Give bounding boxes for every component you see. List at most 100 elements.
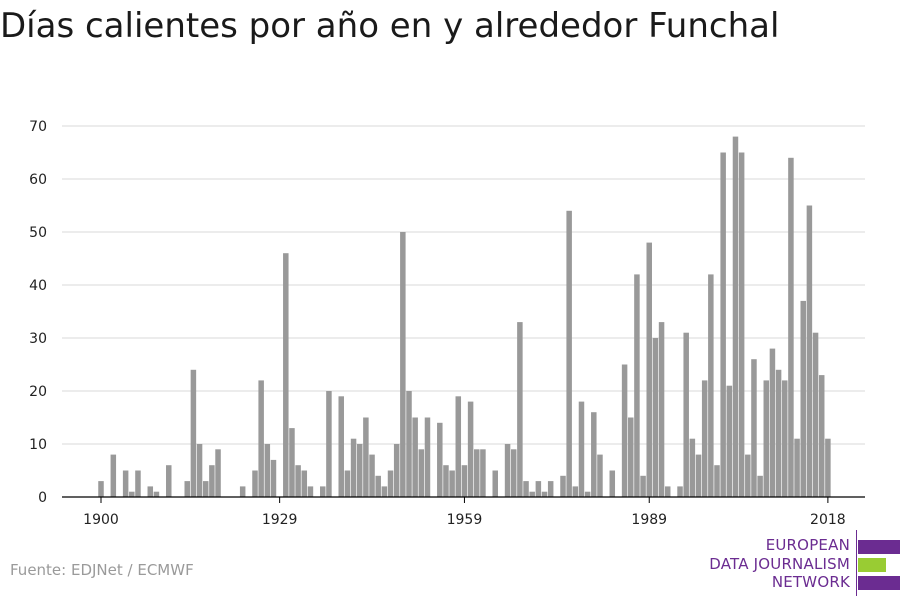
- bar: [523, 481, 529, 497]
- bar: [252, 470, 258, 497]
- x-tick-label: 2018: [810, 512, 846, 528]
- bar: [689, 438, 696, 497]
- bar: [98, 481, 104, 497]
- bar: [732, 136, 739, 497]
- bar: [560, 475, 566, 497]
- bar: [701, 380, 708, 497]
- logo-bar-bottom: [858, 576, 900, 590]
- bar: [166, 465, 172, 497]
- y-axis-ticks: 0 10 20 30 40 50 60 70: [29, 119, 47, 506]
- bar: [400, 232, 406, 497]
- bar: [258, 380, 264, 497]
- bar: [202, 481, 209, 497]
- bar: [110, 454, 117, 497]
- bar-chart: 0 10 20 30 40 50 60 70 1900 1929 1959 1989 2018: [29, 119, 865, 528]
- y-tick-label: 10: [29, 437, 47, 453]
- bar: [757, 475, 763, 497]
- y-tick-label: 50: [29, 225, 47, 241]
- bar: [474, 449, 480, 497]
- bar: [264, 444, 271, 497]
- bar: [375, 475, 381, 497]
- x-tick-label: 1929: [262, 512, 298, 528]
- bar: [196, 444, 203, 497]
- bar: [344, 470, 351, 497]
- edjnet-logo: EUROPEAN DATA JOURNALISM NETWORK: [700, 530, 900, 598]
- y-tick-label: 0: [38, 490, 47, 506]
- logo-line-3: NETWORK: [771, 573, 850, 591]
- bar: [751, 359, 757, 497]
- logo-bar-top: [858, 540, 900, 554]
- y-tick-label: 70: [29, 119, 47, 135]
- bar: [129, 491, 135, 497]
- bar: [677, 486, 683, 497]
- bar: [215, 449, 221, 497]
- bar: [147, 486, 154, 497]
- bar: [387, 470, 394, 497]
- bar: [295, 465, 301, 497]
- bar: [640, 475, 646, 497]
- bar: [714, 465, 720, 497]
- bar: [646, 242, 652, 497]
- bar: [153, 491, 160, 497]
- bar: [301, 470, 308, 497]
- y-tick-label: 20: [29, 384, 47, 400]
- bar: [597, 454, 603, 497]
- bar: [418, 449, 425, 497]
- bar: [406, 391, 412, 497]
- bar: [283, 253, 289, 497]
- bar: [726, 385, 733, 497]
- y-tick-label: 60: [29, 172, 47, 188]
- bar: [683, 332, 689, 497]
- bar: [480, 449, 486, 497]
- bar: [122, 470, 129, 497]
- x-tick-label: 1900: [83, 512, 119, 528]
- bar: [135, 470, 141, 497]
- bars: [98, 136, 831, 498]
- bar: [356, 444, 363, 497]
- bar: [806, 205, 813, 497]
- bar: [289, 428, 295, 497]
- gridlines: [62, 125, 865, 445]
- logo-bar-middle: [858, 558, 886, 572]
- bar: [584, 491, 591, 497]
- bar: [708, 274, 714, 497]
- bar: [800, 300, 806, 497]
- bar: [695, 454, 702, 497]
- bar: [664, 486, 671, 497]
- source-note: Fuente: EDJNet / ECMWF: [10, 561, 194, 579]
- bar: [591, 412, 597, 497]
- bar: [443, 465, 449, 497]
- bar: [763, 380, 770, 497]
- bar: [541, 491, 548, 497]
- x-axis-ticks: 1900 1929 1959 1989 2018: [83, 497, 846, 528]
- bar: [720, 152, 726, 497]
- bar: [825, 438, 831, 497]
- x-tick-label: 1989: [631, 512, 667, 528]
- bar: [369, 454, 375, 497]
- bar: [517, 322, 523, 497]
- bar: [381, 486, 388, 497]
- bar: [572, 486, 579, 497]
- bar: [535, 481, 542, 497]
- bar: [812, 332, 819, 497]
- bar: [350, 438, 357, 497]
- bar: [775, 369, 782, 497]
- bar: [782, 380, 788, 497]
- logo-divider: [856, 530, 857, 596]
- y-tick-label: 40: [29, 278, 47, 294]
- bar: [467, 401, 474, 497]
- x-tick-label: 1959: [447, 512, 483, 528]
- bar: [510, 449, 517, 497]
- bar: [658, 322, 665, 497]
- bar: [363, 417, 369, 497]
- bar: [437, 422, 443, 497]
- bar: [769, 348, 776, 497]
- bar: [190, 369, 197, 497]
- logo-text: EUROPEAN DATA JOURNALISM NETWORK: [709, 536, 850, 592]
- bar: [320, 486, 326, 497]
- bar: [326, 391, 332, 497]
- bar: [461, 465, 468, 497]
- bar: [738, 152, 745, 497]
- bar: [621, 364, 628, 497]
- bar: [424, 417, 431, 497]
